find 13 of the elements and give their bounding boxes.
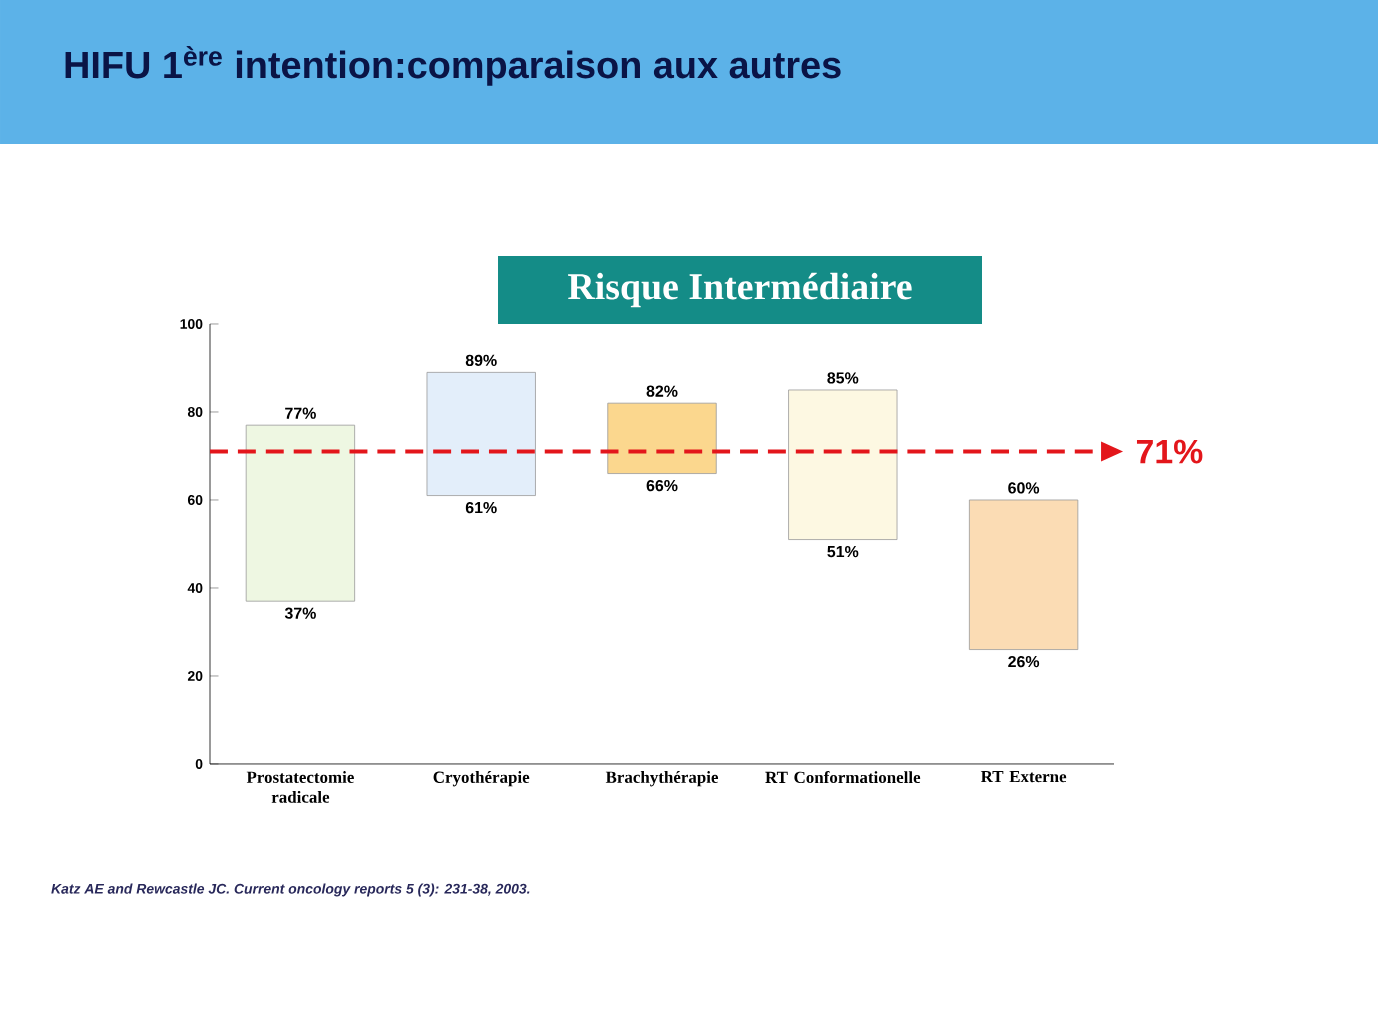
x-tick-label: RT Conformationelle <box>765 771 921 784</box>
x-tick-label: Prostatectomie radicale <box>246 771 354 803</box>
chart-subtitle: Risque Intermédiaire <box>568 272 912 308</box>
bar <box>245 424 356 602</box>
bar <box>607 402 717 474</box>
bar <box>426 371 536 496</box>
chart-title: HIFU 1$^{ère}$ intention:comparaison aux autres <box>65 46 841 86</box>
bar <box>788 389 898 540</box>
x-tick-label: RT Externe <box>980 771 1067 783</box>
ref-line-label: 71% <box>1136 439 1203 464</box>
bar <box>968 499 1079 650</box>
x-tick-label: Brachythérapie <box>605 771 719 787</box>
x-tick-label: Cryothérapie <box>433 771 530 787</box>
